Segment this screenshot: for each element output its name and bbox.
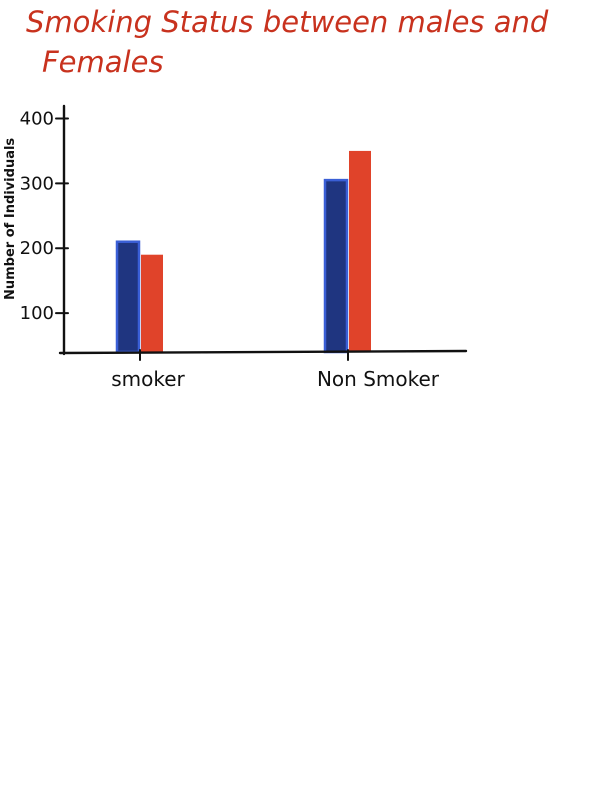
x-tick-label: Non Smoker	[317, 367, 440, 391]
bars-layer	[115, 150, 371, 354]
x-axis-line	[58, 349, 468, 355]
y-ticks-layer: 100 200 300 400	[20, 108, 69, 324]
x-tick-label: smoker	[111, 367, 185, 391]
y-tick-label: 300	[20, 173, 54, 194]
bar-series-2-smoker	[141, 254, 163, 352]
y-tick-label: 100	[20, 303, 54, 324]
bar-series-1-smoker	[115, 240, 141, 354]
chart-title-line-1: Smoking Status between males and	[26, 5, 549, 39]
y-tick-label: 400	[20, 108, 54, 129]
chart-title: Smoking Status between males and Females	[26, 5, 549, 79]
x-ticks-layer: smoker Non Smoker	[111, 349, 440, 391]
y-axis-label: Number of Individuals	[3, 138, 18, 300]
y-tick-label: 200	[20, 238, 54, 259]
bar-series-2-non-smoker	[349, 150, 371, 352]
chart-title-line-2: Females	[42, 45, 164, 79]
bar-series-1-non-smoker	[323, 178, 349, 354]
